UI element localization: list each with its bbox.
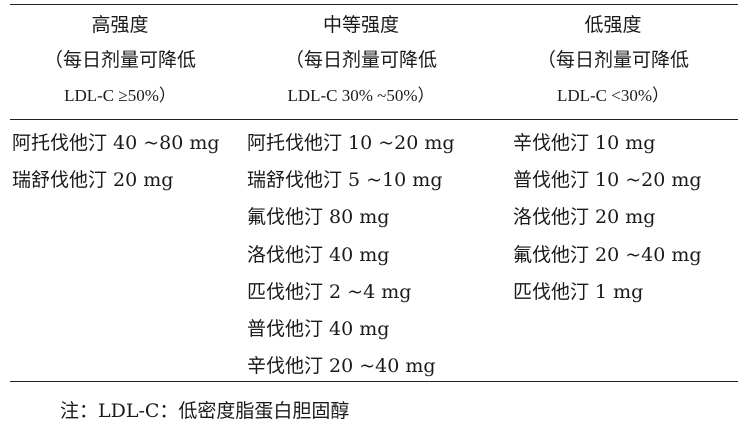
moderate-intensity-list: 阿托伐他汀 10 ~20 mg 瑞舒伐他汀 5 ~10 mg 氟伐他汀 80 m… xyxy=(247,125,455,385)
drug-item: 氟伐他汀 80 mg xyxy=(247,206,390,229)
header-rule xyxy=(10,119,738,120)
column-title: 低强度 xyxy=(584,14,642,36)
drug-item: 阿托伐他汀 10 ~20 mg xyxy=(247,132,455,154)
low-intensity-list: 辛伐他汀 10 mg 普伐他汀 10 ~20 mg 洛伐他汀 20 mg 氟伐他… xyxy=(513,125,702,311)
drug-item: 普伐他汀 10 ~20 mg xyxy=(513,169,702,192)
drug-item: 瑞舒伐他汀 20 mg xyxy=(12,169,174,192)
drug-item: 匹伐他汀 2 ~4 mg xyxy=(247,280,412,303)
drug-item: 洛伐他汀 40 mg xyxy=(247,243,390,266)
column-title: 高强度 xyxy=(91,14,149,36)
column-ratio: LDL-C <30%） xyxy=(556,86,670,105)
drug-item: 辛伐他汀 20 ~40 mg xyxy=(247,355,436,378)
header-low-intensity: 低强度 （每日剂量可降低 LDL-C <30%） xyxy=(493,8,733,113)
column-subtitle: （每日剂量可降低 xyxy=(536,49,689,71)
header-high-intensity: 高强度 （每日剂量可降低 LDL-C ≥50%） xyxy=(0,8,240,113)
drug-item: 普伐他汀 40 mg xyxy=(247,317,390,340)
drug-item: 瑞舒伐他汀 5 ~10 mg xyxy=(247,169,443,192)
table-footnote: 注：LDL-C：低密度脂蛋白胆固醇 xyxy=(60,400,350,422)
bottom-rule xyxy=(10,381,738,382)
column-subtitle: （每日剂量可降低 xyxy=(284,49,437,71)
drug-item: 洛伐他汀 20 mg xyxy=(513,206,656,229)
column-ratio: LDL-C 30% ~50%） xyxy=(287,86,435,105)
drug-item: 辛伐他汀 10 mg xyxy=(513,132,656,154)
top-rule xyxy=(10,4,738,5)
high-intensity-list: 阿托伐他汀 40 ~80 mg 瑞舒伐他汀 20 mg xyxy=(12,125,220,199)
drug-item: 阿托伐他汀 40 ~80 mg xyxy=(12,132,220,154)
column-title: 中等强度 xyxy=(322,14,399,36)
column-ratio: LDL-C ≥50%） xyxy=(64,86,176,105)
drug-item: 匹伐他汀 1 mg xyxy=(513,280,644,303)
header-moderate-intensity: 中等强度 （每日剂量可降低 LDL-C 30% ~50%） xyxy=(241,8,481,113)
drug-item: 氟伐他汀 20 ~40 mg xyxy=(513,243,702,266)
column-subtitle: （每日剂量可降低 xyxy=(43,49,196,71)
